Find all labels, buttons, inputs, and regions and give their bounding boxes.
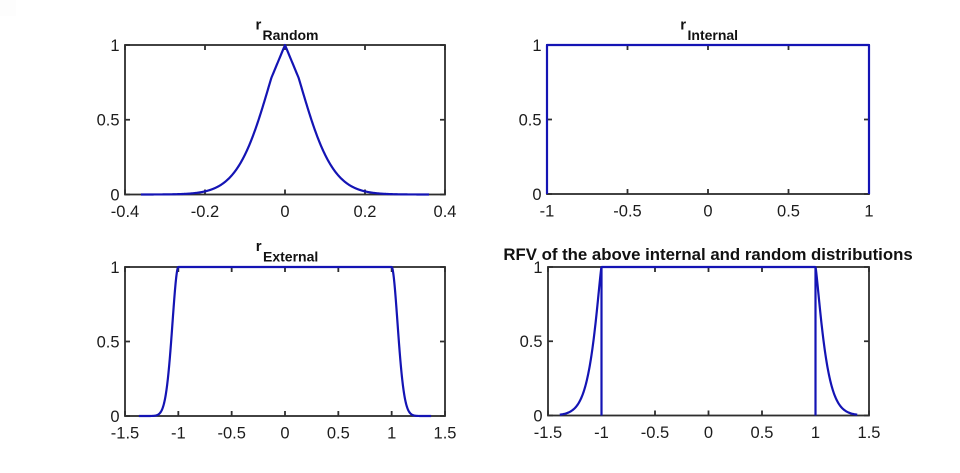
svg-text:0: 0 bbox=[280, 203, 289, 221]
svg-text:-0.5: -0.5 bbox=[217, 425, 245, 443]
svg-text:0: 0 bbox=[110, 408, 119, 426]
svg-text:0.2: 0.2 bbox=[354, 203, 377, 221]
svg-text:-0.5: -0.5 bbox=[613, 203, 641, 221]
svg-text:r: r bbox=[256, 238, 262, 255]
svg-text:External: External bbox=[263, 249, 318, 265]
svg-text:0.5: 0.5 bbox=[519, 111, 542, 129]
svg-text:0.5: 0.5 bbox=[97, 112, 120, 130]
svg-text:0: 0 bbox=[280, 425, 289, 443]
svg-text:0: 0 bbox=[704, 424, 713, 442]
svg-text:1: 1 bbox=[533, 259, 542, 277]
svg-text:0: 0 bbox=[703, 203, 712, 221]
svg-text:0.5: 0.5 bbox=[751, 424, 774, 442]
svg-text:r: r bbox=[680, 17, 686, 34]
svg-text:-0.2: -0.2 bbox=[191, 203, 219, 221]
svg-text:-1.5: -1.5 bbox=[111, 425, 139, 443]
svg-text:-1: -1 bbox=[540, 203, 555, 221]
svg-text:-1: -1 bbox=[171, 425, 186, 443]
svg-text:1: 1 bbox=[811, 424, 820, 442]
svg-text:0.5: 0.5 bbox=[327, 425, 350, 443]
svg-text:-1.5: -1.5 bbox=[534, 424, 562, 442]
svg-text:RFV of the above internal and: RFV of the above internal and random dis… bbox=[503, 245, 912, 264]
svg-text:Internal: Internal bbox=[688, 27, 739, 43]
svg-text:-0.5: -0.5 bbox=[641, 424, 669, 442]
svg-text:-1: -1 bbox=[594, 424, 609, 442]
svg-text:0: 0 bbox=[532, 186, 541, 204]
svg-text:1: 1 bbox=[532, 37, 541, 55]
svg-text:0.5: 0.5 bbox=[97, 333, 120, 351]
svg-text:1.5: 1.5 bbox=[434, 425, 457, 443]
svg-text:0.5: 0.5 bbox=[520, 333, 543, 351]
svg-text:1: 1 bbox=[110, 259, 119, 277]
svg-text:-0.4: -0.4 bbox=[111, 203, 139, 221]
svg-text:0.5: 0.5 bbox=[777, 203, 800, 221]
svg-text:0: 0 bbox=[533, 407, 542, 425]
svg-text:r: r bbox=[256, 17, 262, 34]
svg-text:1: 1 bbox=[110, 37, 119, 55]
svg-text:1.5: 1.5 bbox=[858, 424, 881, 442]
svg-text:0: 0 bbox=[110, 186, 119, 204]
svg-text:1: 1 bbox=[387, 425, 396, 443]
svg-text:0.4: 0.4 bbox=[434, 203, 457, 221]
svg-text:1: 1 bbox=[864, 203, 873, 221]
svg-text:Random: Random bbox=[263, 27, 319, 43]
